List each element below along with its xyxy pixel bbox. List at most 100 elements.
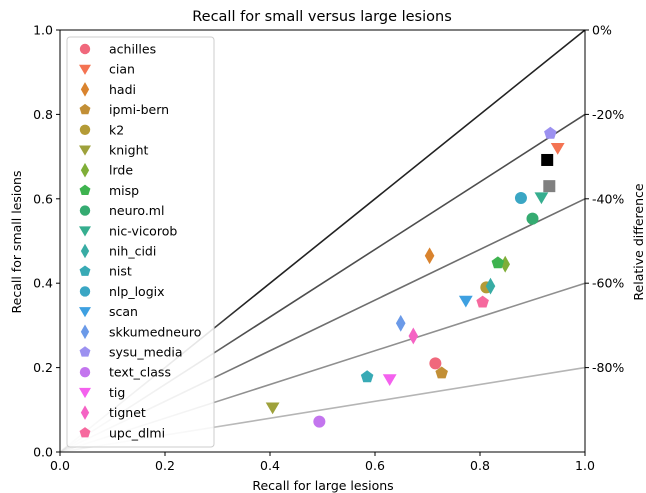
legend-item-knight: knight bbox=[79, 143, 148, 158]
legend-marker-nist bbox=[79, 265, 91, 276]
legend-item-neuro.ml: neuro.ml bbox=[79, 203, 164, 218]
legend-marker-scan bbox=[79, 307, 91, 318]
legend-item-lrde: lrde bbox=[80, 163, 133, 178]
marker-nlp_logix bbox=[514, 191, 527, 204]
legend-label-nist: nist bbox=[109, 264, 132, 279]
y2-tick-label: -80% bbox=[592, 360, 624, 375]
legend-marker-hadi bbox=[80, 82, 90, 97]
legend-item-hadi: hadi bbox=[80, 82, 136, 97]
legend-item-k2: k2 bbox=[79, 122, 124, 137]
marker-ipmi-bern bbox=[435, 366, 448, 379]
legend-item-nlp_logix: nlp_logix bbox=[79, 284, 165, 299]
data-markers bbox=[265, 126, 565, 428]
legend-marker-tig bbox=[79, 387, 91, 399]
legend-marker-misp bbox=[79, 184, 91, 196]
y-tick-label: 1.0 bbox=[33, 23, 53, 38]
legend-label-sysu_media: sysu_media bbox=[109, 345, 183, 360]
y2-tick-label: 0% bbox=[592, 23, 612, 38]
legend-label-nlp_logix: nlp_logix bbox=[109, 284, 165, 299]
marker-nic-vicorob bbox=[534, 192, 549, 205]
marker-knight bbox=[265, 402, 280, 415]
legend-label-achilles: achilles bbox=[109, 42, 156, 57]
marker-sysu_media bbox=[544, 126, 557, 139]
y-tick-label: 0.8 bbox=[33, 107, 53, 122]
x-tick-label: 1.0 bbox=[575, 458, 595, 473]
legend-marker-ipmi-bern bbox=[79, 103, 91, 115]
legend-label-scan: scan bbox=[109, 304, 138, 319]
x-tick-label: 0.4 bbox=[260, 458, 280, 473]
legend-box bbox=[66, 36, 215, 448]
legend-marker-cian bbox=[79, 64, 91, 75]
y-tick-label: 0.4 bbox=[33, 276, 53, 291]
marker-text_class bbox=[313, 415, 326, 428]
chart-title: Recall for small versus large lesions bbox=[192, 9, 452, 25]
legend-item-sysu_media: sysu_media bbox=[79, 345, 183, 360]
legend-marker-neuro.ml bbox=[79, 205, 91, 216]
x-tick-label: 0.8 bbox=[470, 458, 490, 473]
plot-frame bbox=[59, 29, 586, 453]
legend-label-lrde: lrde bbox=[109, 163, 133, 178]
legend-label-ipmi-bern: ipmi-bern bbox=[109, 102, 169, 117]
legend-label-text_class: text_class bbox=[109, 365, 171, 380]
legend-marker-skkumedneuro bbox=[80, 324, 90, 340]
marker-hadi bbox=[424, 247, 435, 265]
legend: achilles cian hadi ipmi-bern k2 knight lrde mis… bbox=[66, 36, 215, 448]
y2-tick-label: -40% bbox=[592, 191, 624, 206]
legend-item-ipmi-bern: ipmi-bern bbox=[79, 102, 169, 117]
y-tick-label: 0.2 bbox=[33, 360, 53, 375]
legend-label-neuro.ml: neuro.ml bbox=[109, 203, 164, 218]
legend-label-upc_dlmi: upc_dlmi bbox=[109, 425, 165, 440]
legend-marker-achilles bbox=[79, 43, 91, 55]
marker-upc_dlmi bbox=[476, 295, 489, 308]
legend-marker-nih_cidi bbox=[80, 243, 90, 259]
marker-tig bbox=[382, 374, 397, 386]
legend-label-hadi: hadi bbox=[109, 82, 136, 97]
legend-label-k2: k2 bbox=[109, 122, 124, 137]
legend-marker-text_class bbox=[79, 367, 91, 378]
x-axis-label: Recall for large lesions bbox=[252, 478, 393, 493]
legend-label-tig: tig bbox=[109, 385, 125, 400]
legend-item-tig: tig bbox=[79, 385, 125, 400]
legend-label-nic-vicorob: nic-vicorob bbox=[109, 223, 177, 238]
legend-item-achilles: achilles bbox=[79, 42, 156, 57]
y2-axis-label: Relative difference bbox=[631, 183, 646, 300]
marker-lrde bbox=[500, 255, 510, 273]
marker-tignet bbox=[408, 327, 419, 345]
marker-scan bbox=[458, 295, 473, 308]
marker-nih_cidi bbox=[485, 277, 496, 295]
y2-axis-ticks: 0% -20% -40% -60% -80% bbox=[585, 23, 624, 375]
y-tick-label: 0.0 bbox=[33, 445, 53, 460]
y-tick-label: 0.6 bbox=[33, 191, 53, 206]
legend-label-cian: cian bbox=[109, 62, 135, 77]
legend-item-cian: cian bbox=[79, 62, 135, 77]
y2-tick-label: -60% bbox=[592, 276, 624, 291]
legend-label-skkumedneuro: skkumedneuro bbox=[109, 324, 201, 339]
legend-item-tignet: tignet bbox=[80, 405, 146, 420]
legend-item-nist: nist bbox=[79, 264, 132, 279]
legend-item-skkumedneuro: skkumedneuro bbox=[80, 324, 201, 340]
extra-markers bbox=[541, 153, 556, 193]
legend-item-scan: scan bbox=[79, 304, 138, 319]
marker-cian bbox=[550, 142, 565, 155]
x-tick-label: 0.6 bbox=[365, 458, 385, 473]
legend-label-knight: knight bbox=[109, 143, 148, 158]
y-axis-ticks: 0.0 0.2 0.4 0.6 0.8 1.0 bbox=[33, 23, 60, 460]
legend-marker-tignet bbox=[80, 405, 90, 420]
legend-marker-nlp_logix bbox=[79, 286, 91, 297]
legend-marker-k2 bbox=[79, 124, 91, 135]
legend-marker-sysu_media bbox=[79, 346, 91, 357]
legend-label-nih_cidi: nih_cidi bbox=[109, 244, 156, 259]
legend-item-nic-vicorob: nic-vicorob bbox=[79, 223, 177, 238]
marker-achilles bbox=[429, 357, 442, 370]
legend-item-upc_dlmi: upc_dlmi bbox=[79, 425, 165, 440]
x-tick-label: 0.0 bbox=[50, 458, 70, 473]
legend-marker-nic-vicorob bbox=[79, 226, 91, 237]
legend-item-nih_cidi: nih_cidi bbox=[80, 243, 156, 259]
legend-item-text_class: text_class bbox=[79, 365, 171, 380]
legend-marker-upc_dlmi bbox=[79, 427, 91, 438]
y-axis-label: Recall for small lesions bbox=[9, 171, 24, 314]
legend-item-misp: misp bbox=[79, 183, 139, 198]
marker-skkumedneuro bbox=[395, 314, 406, 332]
square-marker-2 bbox=[543, 180, 556, 193]
